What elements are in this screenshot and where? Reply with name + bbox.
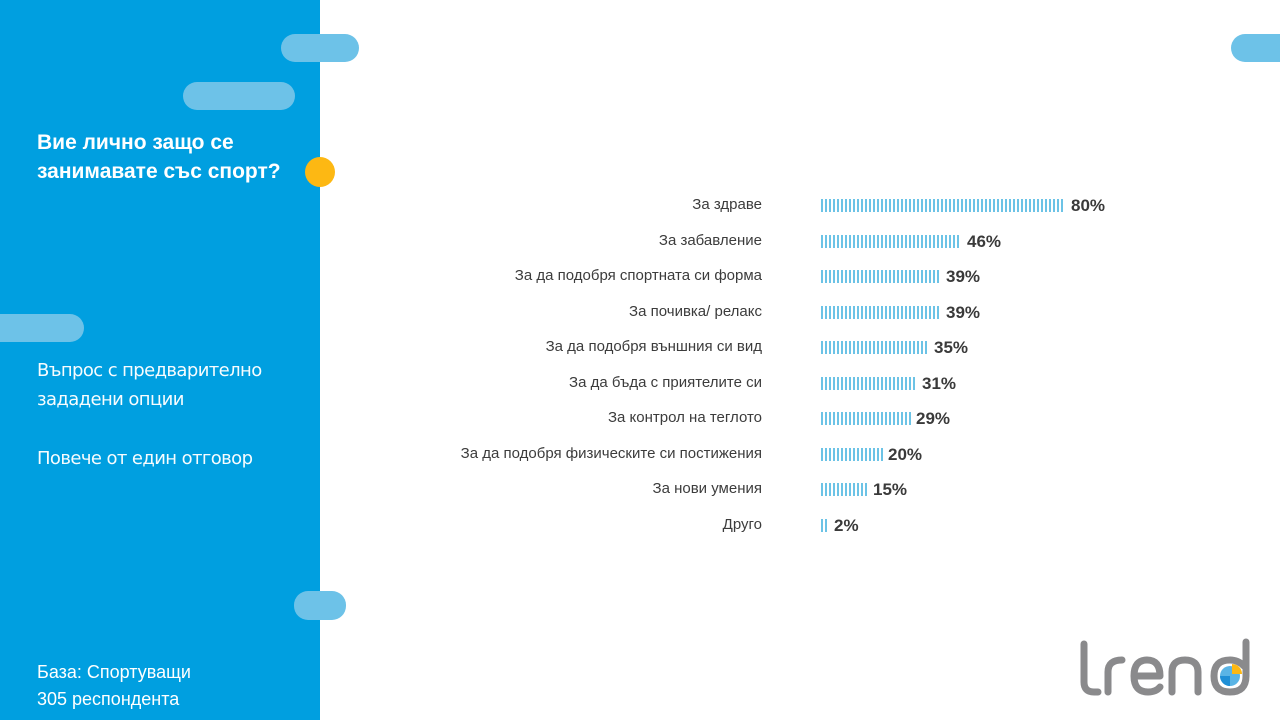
category-label: За да бъда с приятелите си [569, 373, 762, 391]
bar [821, 483, 867, 496]
bar [821, 234, 961, 248]
category-label: За почивка/ релакс [629, 302, 762, 320]
value-label: 2% [834, 515, 859, 535]
decorative-pill [1231, 34, 1280, 62]
bar [821, 376, 915, 390]
decorative-dot [305, 157, 335, 187]
question-type-note: Въпрос с предварително зададени опции [37, 360, 262, 410]
category-label: За забавление [658, 231, 762, 249]
category-label: За нови умения [652, 480, 762, 497]
chart-row: За контрол на теглото 29% [400, 401, 1160, 437]
trend-logo-icon [1080, 638, 1250, 696]
bar [821, 270, 939, 283]
chart-row: Друго 2% [400, 508, 1160, 544]
value-label: 20% [888, 444, 923, 464]
chart-row: За да бъда с приятелите си 31% [400, 366, 1160, 402]
chart-row: За да подобря външния си вид 35% [400, 330, 1160, 366]
base-info: База: Спортуващи 305 респондента [37, 659, 307, 713]
bar [821, 341, 927, 354]
chart-row: За да подобря спортната си форма 39% [400, 259, 1160, 295]
decorative-pill [281, 34, 359, 62]
chart-row: За здраве 80% [400, 188, 1160, 224]
value-label: 39% [946, 267, 981, 286]
bar [821, 412, 911, 425]
bar [821, 518, 827, 532]
bar [821, 447, 883, 461]
value-label: 35% [934, 338, 969, 357]
chart-row: За забавление 46% [400, 224, 1160, 260]
category-label: Друго [722, 515, 762, 533]
bar [821, 305, 939, 319]
value-label: 46% [967, 231, 1002, 251]
base-label: База: Спортуващи [37, 662, 191, 682]
chart-row: За нови умения 15% [400, 472, 1160, 508]
sidebar-panel: Вие лично защо се занимавате със спорт? … [0, 0, 320, 720]
decorative-pill [183, 82, 295, 110]
chart-row: За да подобря физическите си постижения … [400, 437, 1160, 473]
category-label: За да подобря физическите си постижения [460, 444, 762, 462]
value-label: 15% [873, 480, 908, 499]
question-title: Вие лично защо се занимавате със спорт? [37, 131, 281, 183]
multiple-answers-note: Повече от един отговор [37, 448, 253, 469]
value-label: 29% [916, 409, 951, 428]
value-label: 31% [922, 373, 957, 393]
value-label: 80% [1071, 196, 1106, 215]
category-label: За да подобря външния си вид [545, 338, 762, 355]
respondents-count: 305 респондента [37, 689, 180, 709]
category-label: За да подобря спортната си форма [514, 267, 762, 284]
category-label: За контрол на теглото [607, 409, 762, 426]
value-label: 39% [946, 302, 981, 322]
category-label: За здраве [692, 196, 762, 213]
chart-row: За почивка/ релакс 39% [400, 295, 1160, 331]
trend-logo [1078, 638, 1254, 698]
decorative-pill [294, 591, 346, 620]
bar [821, 199, 1063, 212]
decorative-pill [0, 314, 84, 342]
